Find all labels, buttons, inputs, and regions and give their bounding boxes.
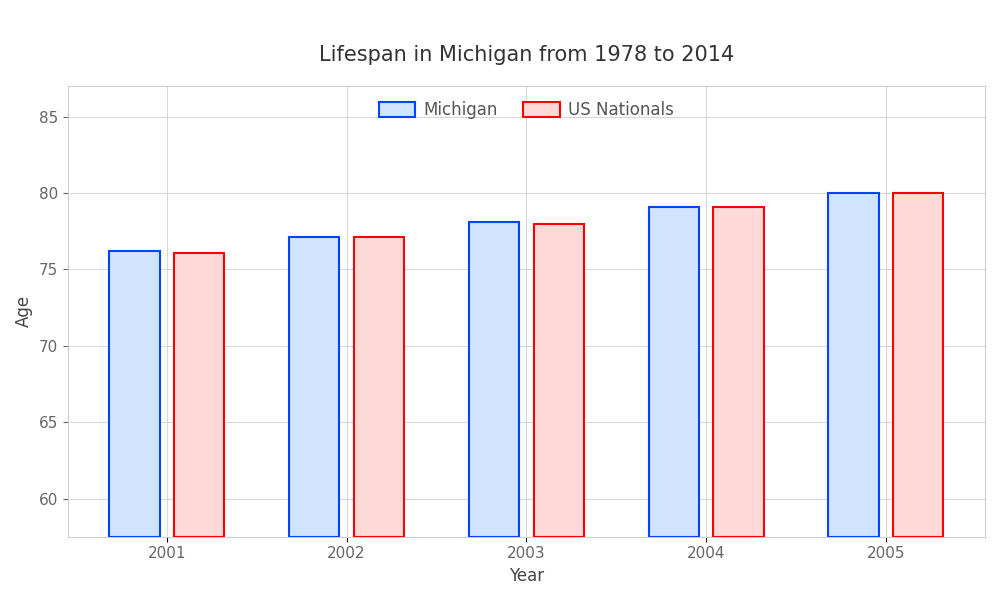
Legend: Michigan, US Nationals: Michigan, US Nationals bbox=[372, 94, 681, 125]
Bar bbox=[289, 237, 339, 537]
Bar bbox=[109, 251, 160, 537]
Bar bbox=[174, 253, 224, 537]
Bar bbox=[828, 193, 879, 537]
Title: Lifespan in Michigan from 1978 to 2014: Lifespan in Michigan from 1978 to 2014 bbox=[319, 45, 734, 65]
Bar bbox=[713, 207, 764, 537]
Bar bbox=[354, 237, 404, 537]
Bar bbox=[649, 207, 699, 537]
Bar bbox=[469, 222, 519, 537]
Y-axis label: Age: Age bbox=[15, 295, 33, 328]
Bar bbox=[534, 224, 584, 537]
X-axis label: Year: Year bbox=[509, 567, 544, 585]
Bar bbox=[893, 193, 943, 537]
